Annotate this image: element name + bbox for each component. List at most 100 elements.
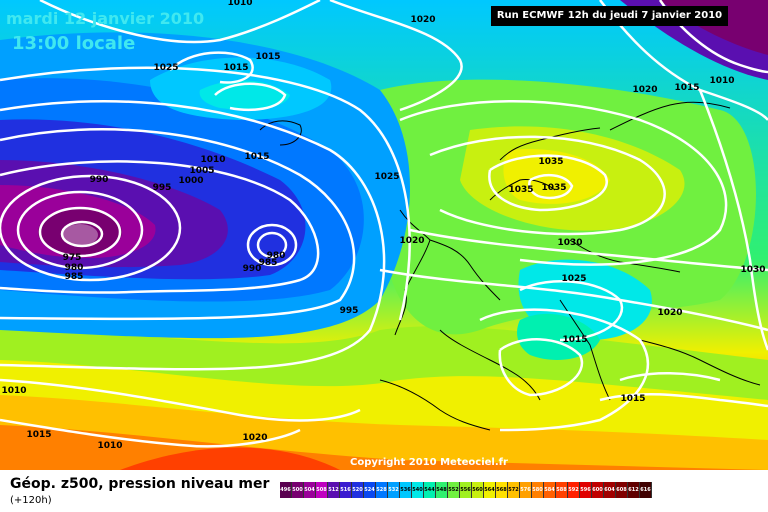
legend-value: 572 xyxy=(508,487,519,493)
isobar-label: 1010 xyxy=(709,76,735,86)
map-title: Géop. z500, pression niveau mer xyxy=(10,476,270,492)
isobar-label: 1015 xyxy=(244,152,270,162)
isobar-label: 1020 xyxy=(399,236,425,246)
legend-value: 512 xyxy=(328,487,339,493)
isobar-label: 1025 xyxy=(153,63,179,73)
isobar-label: 1020 xyxy=(657,308,683,318)
run-info: Run ECMWF 12h du jeudi 7 janvier 2010 xyxy=(491,6,728,26)
isobar-label: 1035 xyxy=(508,185,534,195)
legend-swatch: 580 xyxy=(532,482,544,498)
isobar-label: 1000 xyxy=(178,176,204,186)
isobar-label: 1015 xyxy=(223,63,249,73)
legend-value: 576 xyxy=(520,487,531,493)
isobars xyxy=(0,0,768,446)
legend-swatch: 596 xyxy=(580,482,592,498)
legend-value: 608 xyxy=(616,487,627,493)
legend-swatch: 608 xyxy=(616,482,628,498)
legend-swatch: 576 xyxy=(520,482,532,498)
legend-value: 504 xyxy=(304,487,315,493)
legend-value: 500 xyxy=(292,487,303,493)
isobar-label: 1010 xyxy=(97,441,123,451)
legend-swatch: 588 xyxy=(556,482,568,498)
legend-value: 580 xyxy=(532,487,543,493)
legend-swatch: 516 xyxy=(340,482,352,498)
isobar-label: 1020 xyxy=(242,433,268,443)
isobar-label: 1030 xyxy=(557,238,583,248)
legend-value: 600 xyxy=(592,487,603,493)
isobar-label: 990 xyxy=(242,264,262,274)
legend-value: 588 xyxy=(556,487,567,493)
copyright-text: Copyright 2010 Meteociel.fr xyxy=(350,457,508,468)
legend-value: 496 xyxy=(280,487,291,493)
legend-footer: Géop. z500, pression niveau mer (+120h) … xyxy=(0,470,768,512)
isobar-label: 1015 xyxy=(620,394,646,404)
legend-swatch: 556 xyxy=(460,482,472,498)
isobar-label: 1015 xyxy=(562,335,588,345)
forecast-range: (+120h) xyxy=(10,495,52,506)
isobar-label: 1025 xyxy=(374,172,400,182)
color-scale: 496 500 504 508 512 516 520 524 528 532 536 540 544 5… xyxy=(280,482,652,498)
legend-value: 524 xyxy=(364,487,375,493)
map-canvas xyxy=(0,0,768,470)
legend-swatch: 584 xyxy=(544,482,556,498)
isobar-label: 995 xyxy=(339,306,359,316)
legend-swatch: 560 xyxy=(472,482,484,498)
legend-value: 516 xyxy=(340,487,351,493)
legend-value: 584 xyxy=(544,487,555,493)
legend-swatch: 536 xyxy=(400,482,412,498)
legend-value: 528 xyxy=(376,487,387,493)
legend-swatch: 524 xyxy=(364,482,376,498)
legend-swatch: 504 xyxy=(304,482,316,498)
isobar-label: 1020 xyxy=(632,85,658,95)
legend-swatch: 568 xyxy=(496,482,508,498)
legend-value: 532 xyxy=(388,487,399,493)
legend-swatch: 508 xyxy=(316,482,328,498)
legend-value: 552 xyxy=(448,487,459,493)
legend-value: 508 xyxy=(316,487,327,493)
isobar-label: 985 xyxy=(64,272,84,282)
legend-swatch: 520 xyxy=(352,482,364,498)
isobar-label: 990 xyxy=(89,175,109,185)
isobar-label: 1010 xyxy=(1,386,27,396)
legend-swatch: 540 xyxy=(412,482,424,498)
legend-value: 612 xyxy=(628,487,639,493)
isobar-label: 1010 xyxy=(227,0,253,8)
isobar-label: 985 xyxy=(258,258,278,268)
legend-value: 548 xyxy=(436,487,447,493)
legend-swatch: 528 xyxy=(376,482,388,498)
isobar-label: 1005 xyxy=(189,166,215,176)
legend-swatch: 572 xyxy=(508,482,520,498)
legend-swatch: 592 xyxy=(568,482,580,498)
isobar-label: 1025 xyxy=(561,274,587,284)
isobar-label: 975 xyxy=(62,253,82,263)
isobar-label: 995 xyxy=(152,183,172,193)
isobar-label: 1030 xyxy=(740,265,766,275)
isobar-label: 980 xyxy=(64,263,84,273)
legend-value: 536 xyxy=(400,487,411,493)
isobar-label: 980 xyxy=(266,251,286,261)
legend-value: 540 xyxy=(412,487,423,493)
isobar-label: 1035 xyxy=(538,157,564,167)
legend-value: 568 xyxy=(496,487,507,493)
legend-swatch: 616 xyxy=(640,482,652,498)
legend-swatch: 564 xyxy=(484,482,496,498)
legend-value: 544 xyxy=(424,487,435,493)
legend-value: 556 xyxy=(460,487,471,493)
weather-map: mardi 12 janvier 2010 13:00 locale Run E… xyxy=(0,0,768,470)
isobar-label: 1015 xyxy=(674,83,700,93)
isobar-label: 1010 xyxy=(200,155,226,165)
legend-swatch: 532 xyxy=(388,482,400,498)
forecast-date: mardi 12 janvier 2010 xyxy=(6,9,205,28)
isobar-label: 1020 xyxy=(410,15,436,25)
legend-value: 596 xyxy=(580,487,591,493)
isobar-label: 1015 xyxy=(255,52,281,62)
legend-swatch: 500 xyxy=(292,482,304,498)
legend-swatch: 604 xyxy=(604,482,616,498)
isobar-label: 1015 xyxy=(26,430,52,440)
legend-swatch: 600 xyxy=(592,482,604,498)
legend-value: 560 xyxy=(472,487,483,493)
legend-value: 616 xyxy=(640,487,651,493)
legend-value: 520 xyxy=(352,487,363,493)
legend-value: 604 xyxy=(604,487,615,493)
